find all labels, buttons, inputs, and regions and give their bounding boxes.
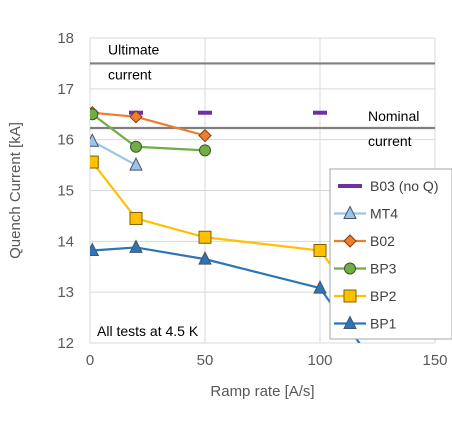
legend-label: BP1: [370, 316, 397, 332]
data-point: [129, 110, 143, 124]
x-axis-label: Ramp rate [A/s]: [210, 383, 314, 400]
reference-lines: Ultimate current Nominal current: [90, 41, 435, 149]
data-point: [90, 133, 100, 147]
y-axis-label: Quench Current [kA]: [7, 122, 24, 259]
x-tick-label: 0: [86, 352, 94, 369]
legend-item: B02: [334, 233, 395, 249]
y-tick-label: 14: [57, 233, 74, 250]
nominal-current-label: Nominal: [368, 108, 419, 124]
legend-swatch: [354, 184, 362, 188]
legend-marker: [343, 315, 357, 329]
data-point: [313, 279, 327, 294]
ultimate-current-label: Ultimate: [108, 41, 160, 57]
legend-marker: [343, 289, 357, 303]
data-point: [129, 211, 143, 225]
legend-item: B03 (no Q): [338, 178, 438, 194]
ultimate-current-label: current: [108, 66, 152, 82]
legend-item: BP1: [334, 315, 397, 332]
data-point: [130, 140, 142, 153]
legend: B03 (no Q) MT4 B02 BP3 BP2 BP1: [329, 168, 452, 340]
data-point: [129, 156, 143, 171]
data-point: [199, 144, 211, 157]
y-tick-label: 18: [57, 30, 74, 47]
legend-item: BP2: [334, 288, 397, 304]
data-point: [198, 110, 212, 115]
x-tick-label: 150: [422, 352, 447, 369]
series-mt4: [90, 133, 143, 171]
legend-marker: [343, 205, 357, 219]
legend-item: BP3: [334, 261, 397, 277]
y-tick-label: 12: [57, 335, 74, 352]
legend-item: MT4: [334, 205, 398, 222]
legend-label: BP2: [370, 288, 397, 304]
data-point: [198, 128, 212, 143]
legend-box: [329, 168, 452, 340]
data-point: [90, 108, 99, 121]
data-point: [313, 110, 327, 115]
legend-marker: [344, 262, 356, 275]
legend-swatch: [338, 184, 346, 188]
series-bp3: [90, 108, 211, 157]
legend-marker: [343, 184, 357, 188]
data-point: [90, 242, 100, 256]
nominal-current-label: current: [368, 133, 412, 149]
x-tick-label: 100: [307, 352, 332, 369]
series-b03-no-q: [129, 110, 327, 115]
data-point: [372, 361, 384, 373]
legend-label: B02: [370, 233, 395, 249]
data-point: [198, 230, 212, 244]
data-point: [198, 251, 212, 265]
x-axis-ticks: 0 50 100 150: [86, 352, 448, 369]
y-axis-ticks: 12 13 14 15 16 17 18: [57, 30, 74, 352]
annotation-text: All tests at 4.5 K: [97, 323, 199, 339]
y-tick-label: 13: [57, 284, 74, 301]
series-line: [91, 140, 137, 167]
data-point: [129, 239, 143, 253]
legend-label: BP3: [370, 261, 397, 277]
data-point: [90, 155, 99, 169]
series-line: [92, 111, 206, 137]
legend-marker: [343, 234, 357, 248]
y-tick-label: 15: [57, 183, 74, 200]
y-tick-label: 17: [57, 81, 74, 98]
y-tick-label: 16: [57, 132, 74, 149]
legend-label: MT4: [370, 206, 398, 222]
data-point: [313, 243, 327, 257]
x-tick-label: 50: [197, 352, 214, 369]
legend-label: B03 (no Q): [370, 178, 438, 194]
